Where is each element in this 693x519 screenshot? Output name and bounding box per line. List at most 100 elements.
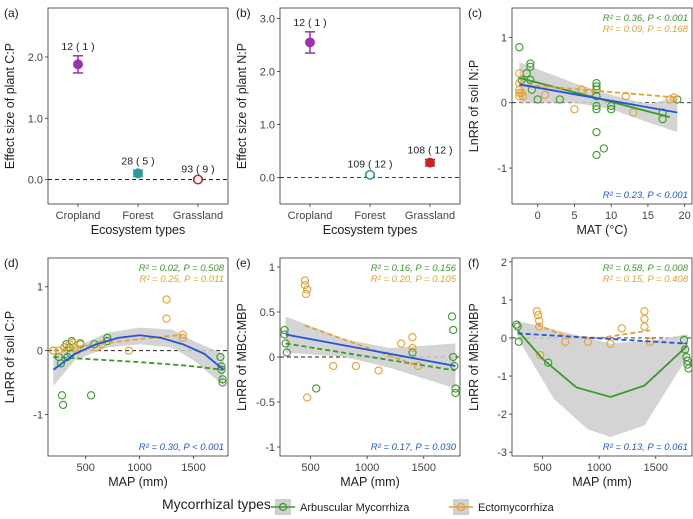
- stat-label: R² = 0.30, P < 0.001: [139, 442, 224, 453]
- y-tick-label: 0.5: [260, 307, 275, 319]
- em-point: [515, 69, 524, 78]
- stat-label: R² = 0.15, P = 0.408: [603, 274, 689, 285]
- em-point: [570, 105, 579, 114]
- y-tick-label: 3.0: [260, 14, 275, 26]
- panel-label: (a): [4, 6, 19, 20]
- em-point: [301, 289, 311, 299]
- am-point: [216, 352, 225, 362]
- stat-label: R² = 0.17, P = 0.030: [371, 442, 457, 453]
- am-point: [218, 375, 227, 384]
- x-tick-label: 1500: [644, 462, 668, 474]
- stat-label: R² = 0.20, P = 0.105: [371, 274, 457, 285]
- y-tick-label: -3: [497, 447, 507, 459]
- fit-line-all: [517, 332, 688, 345]
- y-axis-title: LnRR of MBC:MBP: [235, 303, 249, 411]
- em-point: [535, 322, 544, 331]
- x-tick-label: 1000: [355, 462, 379, 474]
- am-point: [592, 82, 601, 91]
- legend-label-em: Ectomycorrhiza: [478, 502, 555, 514]
- confidence-band: [53, 327, 224, 386]
- fit-line-am: [516, 329, 689, 398]
- em-point: [583, 337, 592, 346]
- y-tick-label: 1: [501, 32, 507, 44]
- point: [73, 59, 83, 70]
- panel-label: (f): [468, 256, 479, 270]
- x-tick-label: 1000: [127, 462, 151, 474]
- legend-key-em-marker: [456, 502, 466, 512]
- plot-area: [305, 31, 435, 180]
- am-point: [451, 384, 460, 393]
- x-tick-label: Grassland: [173, 210, 223, 222]
- legend-title: Mycorrhizal types: [162, 496, 271, 512]
- am-point: [218, 378, 227, 387]
- stat-label: R² = 0.36, P < 0.001: [603, 13, 688, 24]
- em-point: [561, 337, 570, 346]
- x-tick-label: Cropland: [288, 210, 333, 222]
- em-point: [396, 339, 406, 348]
- plot-area: [512, 307, 692, 437]
- y-tick-label: 0.0: [260, 173, 275, 185]
- y-axis-title: LnRR of MBN:MBP: [467, 303, 481, 411]
- x-tick-label: 10: [605, 210, 617, 222]
- y-tick-label: 0.0: [28, 175, 43, 187]
- stat-label: R² = 0.02, P = 0.508: [139, 263, 225, 274]
- y-tick-label: 1: [501, 295, 507, 307]
- em-point: [408, 333, 417, 342]
- y-tick-label: -2: [497, 409, 507, 421]
- stat-label: R² = 0.09, P = 0.168: [603, 24, 689, 35]
- x-tick-label: 1000: [587, 462, 611, 474]
- x-tick-label: 1500: [181, 462, 205, 474]
- y-tick-label: 1: [37, 282, 43, 294]
- em-point: [515, 78, 524, 88]
- fit-line-em: [536, 323, 651, 339]
- am-point: [684, 364, 692, 373]
- y-axis-title: Effect size of plant N:P: [235, 43, 249, 169]
- confidence-band: [517, 320, 688, 437]
- em-point: [629, 108, 638, 117]
- x-tick-label: 500: [301, 462, 319, 474]
- panel-label: (d): [4, 256, 19, 270]
- y-tick-label: 1: [269, 262, 275, 274]
- am-point: [513, 322, 522, 331]
- x-axis-title: MAP (mm): [340, 475, 400, 489]
- em-point: [178, 330, 187, 339]
- panel-label: (c): [468, 6, 482, 20]
- x-tick-label: Forest: [122, 210, 153, 222]
- plot-area: [515, 43, 682, 160]
- plot-area: [73, 55, 203, 185]
- am-point: [592, 150, 601, 160]
- y-tick-label: -1: [33, 409, 43, 421]
- am-point: [599, 144, 608, 153]
- am-point: [57, 391, 67, 400]
- am-point: [658, 108, 667, 117]
- fit-line-em: [519, 83, 678, 99]
- panel-b: (b) 0.0 1.0 2.0 3.0 Cropland Forest GrasslandEc…: [235, 6, 461, 237]
- y-tick-label: 2.0: [28, 52, 43, 64]
- point-label: 28 ( 5 ): [121, 155, 154, 167]
- y-tick-label: -0.5: [256, 397, 275, 409]
- am-point: [312, 384, 321, 393]
- point-label: 12 ( 1 ): [61, 41, 94, 53]
- y-tick-label: 1.0: [260, 120, 275, 132]
- x-tick-label: 500: [533, 462, 551, 474]
- legend: Mycorrhizal types Arbuscular Mycorrhiza …: [162, 496, 555, 515]
- em-point: [162, 314, 171, 323]
- am-point: [449, 352, 458, 362]
- y-tick-label: -1: [497, 163, 507, 175]
- am-point: [282, 348, 291, 357]
- y-axis-title: Effect size of plant C:P: [3, 43, 17, 169]
- x-tick-label: Forest: [354, 210, 385, 222]
- y-axis-title: LnRR of soil C:P: [3, 311, 17, 403]
- panel-label: (e): [236, 256, 251, 270]
- am-point: [683, 356, 692, 365]
- x-axis-title: MAP (mm): [108, 475, 168, 489]
- point: [193, 174, 203, 185]
- point-label: 109 ( 12 ): [348, 158, 393, 170]
- x-tick-label: Cropland: [56, 210, 101, 222]
- x-tick-label: 5: [571, 210, 577, 222]
- em-point: [533, 310, 543, 320]
